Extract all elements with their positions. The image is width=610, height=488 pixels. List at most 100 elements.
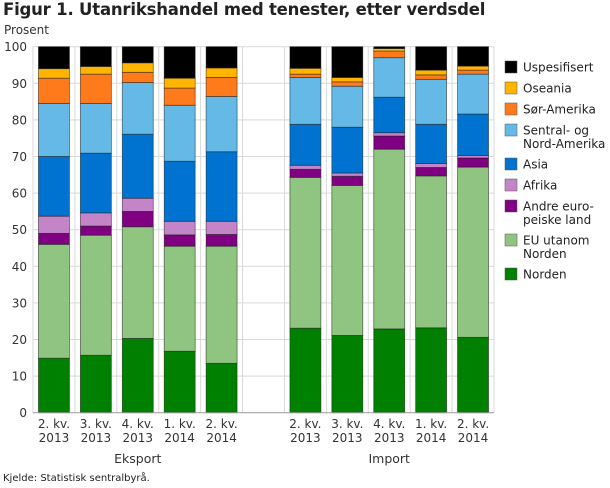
x-tick-label-line2: 2014 <box>416 431 447 445</box>
x-tick-label-line1: 3. kv. <box>331 417 363 431</box>
bar-segment <box>38 156 70 217</box>
x-tick-label-line2: 2013 <box>122 431 153 445</box>
bar-segment <box>331 175 364 186</box>
bar-segment <box>373 46 406 49</box>
y-tick-label: 90 <box>12 77 27 91</box>
bar-segment <box>205 96 238 153</box>
bar-segment <box>415 69 448 76</box>
bar-segment <box>38 357 70 414</box>
legend-label: Sør-Amerika <box>523 103 596 117</box>
bar-segment <box>415 163 448 168</box>
source-note: Kjelde: Statistisk sentralbyrå. <box>3 473 150 484</box>
bar-segment <box>415 167 448 177</box>
bar-segment <box>121 46 154 64</box>
legend-swatch <box>504 123 518 137</box>
bar-segment <box>289 164 322 170</box>
x-tick-label-line1: 4. kv. <box>373 417 405 431</box>
x-tick-label-line1: 2. kv. <box>38 417 70 431</box>
x-tick-label-line1: 3. kv. <box>80 417 112 431</box>
y-tick-label: 40 <box>12 260 27 274</box>
y-tick-label: 10 <box>12 370 27 384</box>
bar-segment <box>121 133 154 199</box>
bar-segment <box>38 215 70 234</box>
bar-segment <box>331 77 364 83</box>
bar-segment <box>163 77 196 89</box>
x-tick-label-line1: 1. kv. <box>164 417 196 431</box>
bar-segment <box>205 67 238 78</box>
bar-segment <box>289 77 322 125</box>
bar-segment <box>38 103 70 157</box>
bar-segment <box>121 226 154 339</box>
bar-segment <box>373 132 406 137</box>
bar-segment <box>79 46 112 67</box>
legend-label: EU utanom <box>523 234 589 248</box>
bar-segment <box>373 50 406 59</box>
legend-swatch <box>504 157 518 171</box>
legend-label: Nord-Amerika <box>523 137 605 151</box>
bar-segment <box>163 104 196 162</box>
bar-segment <box>457 336 489 414</box>
bar-segment <box>457 166 489 338</box>
x-tick-label-line2: 2013 <box>290 431 321 445</box>
bar-segment <box>331 335 364 414</box>
x-tick-label-line2: 2014 <box>206 431 237 445</box>
bar-segment <box>289 327 322 414</box>
x-tick-label-line2: 2013 <box>332 431 363 445</box>
x-tick-label-line2: 2013 <box>39 431 70 445</box>
bar-segment <box>38 77 70 104</box>
bar-segment <box>415 46 448 71</box>
x-tick-label-line1: 2. kv. <box>457 417 489 431</box>
bar-segment <box>121 197 154 212</box>
chart-title: Figur 1. Utanrikshandel med tenester, et… <box>3 0 486 19</box>
bar-segment <box>205 245 238 364</box>
legend-swatch <box>504 199 518 213</box>
bar-segment <box>79 212 112 227</box>
bar-segment <box>457 157 489 168</box>
bar-segment <box>121 71 154 83</box>
bar-segment <box>79 73 112 104</box>
bar-segment <box>38 46 70 70</box>
bar-segment <box>415 74 448 80</box>
bar-segment <box>289 168 322 178</box>
bar-segment <box>331 81 364 87</box>
bar-segment <box>205 77 238 97</box>
bar-segment <box>163 245 196 352</box>
legend-label: Uspesifisert <box>523 61 594 75</box>
y-tick-label: 80 <box>12 113 27 127</box>
bar-segment <box>373 57 406 98</box>
legend-label: Oseania <box>523 82 572 96</box>
bar-segment <box>457 69 489 75</box>
legend-swatch <box>504 81 518 95</box>
bar-segment <box>289 73 322 78</box>
bar-segment <box>79 66 112 75</box>
bar-segment <box>79 354 112 414</box>
legend-swatch <box>504 178 518 192</box>
y-axis-label: Prosent <box>4 23 49 37</box>
x-tick-label-line1: 4. kv. <box>122 417 154 431</box>
y-tick-label: 70 <box>12 150 27 164</box>
bar-segment <box>331 185 364 336</box>
legend-swatch <box>504 267 518 281</box>
y-tick-label: 0 <box>19 406 27 420</box>
bar-segment <box>163 350 196 414</box>
bar-segment <box>163 160 196 222</box>
bar-segment <box>79 103 112 154</box>
bar-segment <box>38 243 70 359</box>
bar-segment <box>331 46 364 78</box>
bar-segment <box>205 362 238 414</box>
bar-segment <box>331 172 364 177</box>
y-tick-label: 50 <box>12 223 27 237</box>
x-tick-label-line2: 2014 <box>458 431 489 445</box>
bar-segment <box>79 234 112 356</box>
x-tick-label-line2: 2013 <box>81 431 112 445</box>
bar-segment <box>415 175 448 329</box>
bar-segment <box>205 46 238 69</box>
legend-swatch <box>504 102 518 116</box>
bar-segment <box>163 46 196 79</box>
x-tick-label-line1: 2. kv. <box>205 417 237 431</box>
bar-segment <box>38 232 70 245</box>
bar-segment <box>121 82 154 135</box>
legend-label: Andre euro- <box>523 200 594 214</box>
bar-segment <box>121 338 154 414</box>
